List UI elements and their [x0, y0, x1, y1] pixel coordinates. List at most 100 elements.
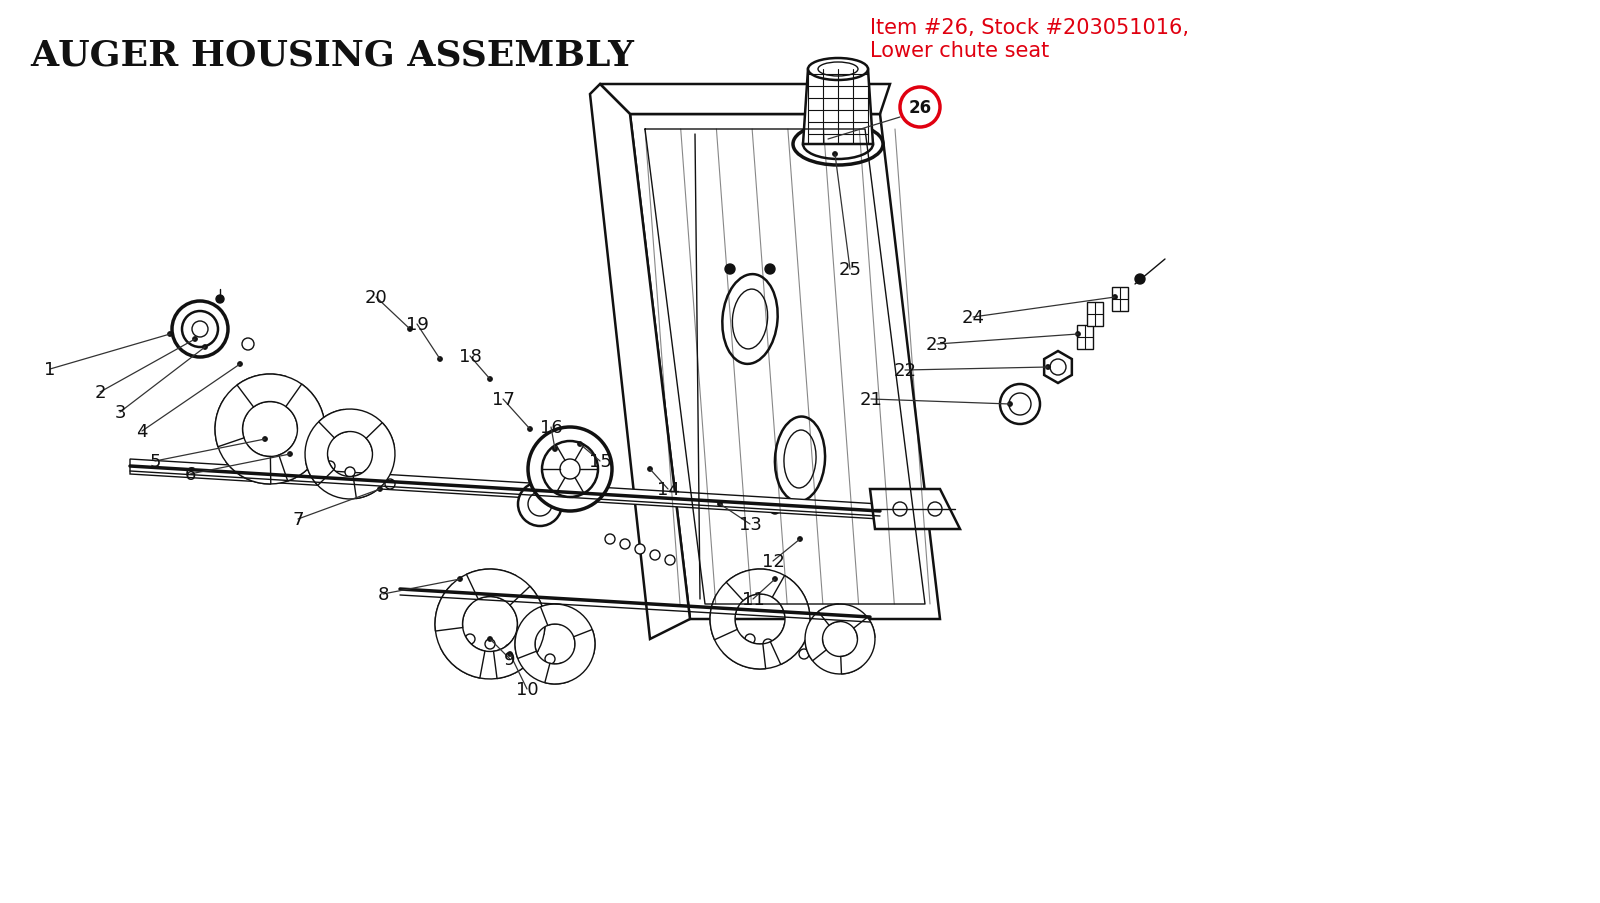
Text: 9: 9 — [504, 650, 515, 668]
Circle shape — [518, 482, 562, 526]
Circle shape — [1075, 332, 1080, 337]
Ellipse shape — [794, 124, 883, 166]
Polygon shape — [440, 636, 538, 679]
Text: 19: 19 — [405, 316, 429, 333]
Polygon shape — [590, 85, 690, 639]
Ellipse shape — [803, 130, 874, 160]
Text: 17: 17 — [491, 391, 515, 408]
Text: 8: 8 — [378, 585, 389, 603]
Circle shape — [488, 637, 493, 642]
Circle shape — [666, 555, 675, 565]
Circle shape — [528, 492, 552, 517]
Text: 14: 14 — [656, 480, 680, 498]
Text: 15: 15 — [589, 452, 611, 470]
Circle shape — [717, 502, 723, 507]
Circle shape — [242, 339, 254, 350]
Polygon shape — [541, 604, 595, 655]
Text: 4: 4 — [136, 423, 147, 441]
Polygon shape — [318, 410, 395, 452]
Polygon shape — [214, 398, 270, 484]
Circle shape — [765, 265, 774, 275]
Circle shape — [288, 452, 293, 457]
Circle shape — [605, 535, 614, 545]
Circle shape — [1008, 402, 1013, 407]
Text: AUGER HOUSING ASSEMBLY: AUGER HOUSING ASSEMBLY — [30, 38, 634, 72]
Text: 25: 25 — [838, 261, 861, 279]
Circle shape — [488, 377, 493, 382]
Circle shape — [1112, 295, 1117, 300]
Ellipse shape — [808, 59, 867, 81]
Polygon shape — [515, 604, 565, 659]
Ellipse shape — [774, 417, 826, 502]
Text: 2: 2 — [94, 384, 106, 402]
Circle shape — [552, 447, 557, 452]
Text: 21: 21 — [859, 391, 883, 408]
Text: 26: 26 — [909, 99, 931, 116]
Circle shape — [192, 337, 197, 342]
Ellipse shape — [733, 290, 768, 349]
Polygon shape — [306, 458, 381, 499]
Polygon shape — [710, 570, 770, 640]
Circle shape — [621, 539, 630, 549]
Polygon shape — [805, 604, 840, 661]
Polygon shape — [467, 570, 546, 635]
Ellipse shape — [818, 63, 858, 77]
Polygon shape — [803, 70, 874, 144]
Text: 24: 24 — [962, 309, 984, 327]
Circle shape — [203, 345, 208, 350]
Bar — [1112, 288, 1128, 312]
Circle shape — [408, 327, 413, 332]
Circle shape — [346, 468, 355, 478]
Text: 5: 5 — [149, 452, 160, 470]
Circle shape — [458, 577, 462, 582]
Text: 13: 13 — [739, 516, 762, 534]
Polygon shape — [493, 587, 546, 679]
Circle shape — [325, 461, 334, 471]
Text: 11: 11 — [742, 591, 765, 609]
Circle shape — [928, 502, 942, 517]
Text: 23: 23 — [925, 336, 949, 354]
Text: 22: 22 — [893, 361, 917, 379]
Circle shape — [528, 427, 533, 432]
Circle shape — [546, 655, 555, 665]
Ellipse shape — [784, 431, 816, 489]
Text: 12: 12 — [762, 553, 784, 571]
Polygon shape — [818, 604, 875, 638]
Polygon shape — [870, 489, 960, 529]
Circle shape — [525, 649, 534, 659]
Text: 6: 6 — [184, 465, 195, 483]
Circle shape — [797, 537, 803, 542]
Polygon shape — [600, 85, 890, 115]
Polygon shape — [435, 584, 485, 678]
Circle shape — [1134, 275, 1146, 284]
Circle shape — [798, 649, 810, 659]
Polygon shape — [723, 624, 810, 669]
Text: 1: 1 — [45, 360, 56, 378]
Circle shape — [770, 505, 781, 515]
Circle shape — [560, 460, 579, 479]
Circle shape — [781, 644, 790, 655]
Circle shape — [182, 312, 218, 348]
Polygon shape — [435, 570, 517, 631]
Circle shape — [763, 639, 773, 649]
Circle shape — [507, 652, 512, 656]
Polygon shape — [805, 640, 862, 675]
Circle shape — [168, 332, 173, 337]
Polygon shape — [770, 576, 810, 665]
Text: 20: 20 — [365, 289, 387, 307]
Polygon shape — [840, 618, 875, 675]
Circle shape — [648, 467, 653, 472]
Circle shape — [650, 551, 661, 561]
Circle shape — [365, 473, 374, 483]
Circle shape — [578, 442, 582, 447]
Circle shape — [466, 634, 475, 644]
Polygon shape — [226, 438, 323, 485]
Text: 18: 18 — [459, 348, 482, 366]
Circle shape — [528, 427, 611, 511]
Polygon shape — [710, 595, 766, 669]
Text: 7: 7 — [293, 510, 304, 528]
Circle shape — [725, 265, 734, 275]
Circle shape — [818, 655, 827, 665]
Ellipse shape — [722, 275, 778, 365]
Text: 10: 10 — [515, 680, 538, 698]
